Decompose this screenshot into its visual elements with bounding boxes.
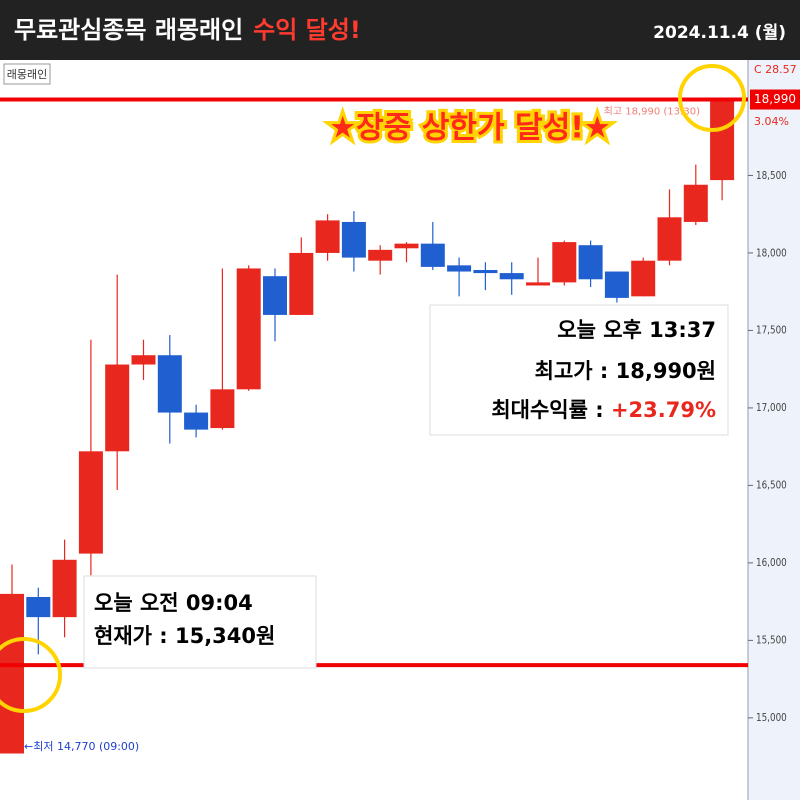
plot: 15,000 15,500 16,000 16,500 17,000 17,500 18,0… (0, 63, 800, 754)
candle-body (552, 242, 577, 283)
candle-body (447, 265, 472, 272)
box-line: 최고가 : 18,990원 (535, 359, 716, 383)
high-note: 최고 18,990 (13:30) (604, 106, 700, 118)
title-highlight: 수익 달성! (253, 16, 361, 44)
candle-body (289, 252, 314, 315)
low-note: ←최저 14,770 (09:00) (24, 740, 139, 753)
info-box: 오늘 오후 13:37 최고가 : 18,990원 최대수익률 : +23.79… (429, 304, 729, 436)
candle-body (473, 269, 498, 274)
y-tick-label: 17,500 (756, 325, 787, 337)
header-title: 무료관심종목 래몽래인 수익 달성! (14, 16, 361, 44)
price-label: 18,990 (754, 92, 796, 106)
candle-body (78, 451, 103, 554)
candle-body (341, 221, 366, 258)
axis-note: C 28.57 (754, 63, 797, 76)
candle-body (578, 245, 603, 280)
candle-body (526, 282, 550, 286)
candle-body (420, 243, 445, 267)
candle-body (0, 593, 24, 754)
box (429, 304, 729, 436)
y-tick-label: 16,000 (756, 557, 787, 569)
y-tick-label: 18,000 (756, 247, 787, 259)
y-tick-label: 18,500 (756, 170, 787, 182)
y-tick-label: 15,500 (756, 635, 787, 647)
box (83, 575, 317, 669)
box-line: 오늘 오전 09:04 (94, 591, 253, 615)
candle-body (315, 220, 340, 253)
axis-panel (748, 60, 800, 800)
candle-body (631, 260, 656, 297)
box-line: 오늘 오후 13:37 (557, 318, 716, 342)
price-label-box (750, 89, 800, 110)
header-date: 2024.11.4 (월) (653, 23, 786, 43)
candle-body (683, 184, 708, 222)
y-tick-label: 17,000 (756, 402, 787, 414)
y-tick-label: 15,000 (756, 712, 787, 724)
ticker-tag (3, 63, 51, 85)
candle-body (263, 276, 287, 315)
candle-body (131, 355, 156, 365)
box-line: 현재가 : 15,340원 (94, 624, 275, 648)
title-text: 무료관심종목 래몽래인 (14, 16, 243, 44)
candle-body (105, 364, 130, 452)
ticker: 래몽래인 (7, 68, 47, 81)
candle-body (657, 217, 682, 261)
candle-body (394, 243, 419, 249)
candle-body (368, 249, 393, 261)
candle-body (26, 596, 51, 618)
candle-body (604, 271, 629, 298)
candle-body (184, 412, 209, 430)
info-box: 오늘 오전 09:04 현재가 : 15,340원 (83, 575, 317, 669)
box-line: 최대수익률 : +23.79% (491, 398, 716, 422)
highlight-circle (0, 637, 62, 713)
candle-body (157, 355, 182, 413)
highlight-circle (678, 64, 746, 132)
header (0, 0, 800, 60)
candle-body (499, 273, 524, 280)
rate: +23.79% (611, 398, 716, 422)
candle-body (236, 268, 261, 390)
candle-body (710, 99, 735, 181)
candle-body (210, 389, 235, 429)
rate-label: 최대수익률 : (491, 398, 611, 422)
y-tick-label: 16,500 (756, 480, 787, 492)
banner: ★장중 상한가 달성!★ (329, 111, 611, 146)
candle-body (52, 559, 77, 618)
axis-note: 3.04% (754, 115, 789, 128)
